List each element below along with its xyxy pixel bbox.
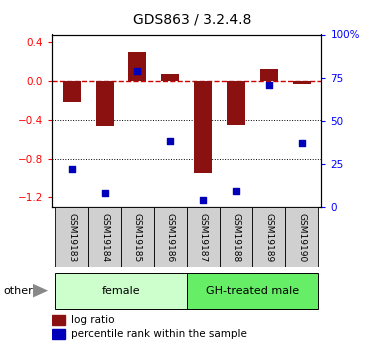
Bar — [154, 207, 187, 267]
Text: log ratio: log ratio — [71, 315, 114, 325]
Polygon shape — [33, 284, 48, 298]
Bar — [121, 207, 154, 267]
Bar — [260, 69, 278, 81]
Bar — [161, 74, 179, 81]
Point — [134, 68, 141, 73]
Bar — [227, 81, 245, 125]
Bar — [293, 81, 311, 84]
Text: female: female — [102, 286, 140, 296]
Bar — [187, 207, 219, 267]
Point — [233, 189, 239, 194]
Bar — [52, 315, 65, 325]
Bar — [55, 207, 88, 267]
Bar — [55, 273, 187, 308]
Bar — [52, 329, 65, 339]
Bar — [187, 273, 318, 308]
Point — [299, 140, 305, 146]
Point — [102, 190, 108, 196]
Bar — [63, 81, 81, 102]
Bar — [253, 207, 285, 267]
Text: GSM19188: GSM19188 — [231, 213, 241, 262]
Bar — [95, 81, 114, 126]
Text: GDS863 / 3.2.4.8: GDS863 / 3.2.4.8 — [133, 12, 252, 26]
Text: GSM19189: GSM19189 — [264, 213, 273, 262]
Bar — [219, 207, 253, 267]
Point — [69, 166, 75, 172]
Text: GSM19183: GSM19183 — [67, 213, 76, 262]
Point — [266, 82, 272, 87]
Text: GSM19190: GSM19190 — [297, 213, 306, 262]
Bar — [285, 207, 318, 267]
Text: GSM19187: GSM19187 — [199, 213, 208, 262]
Bar — [128, 52, 146, 81]
Text: percentile rank within the sample: percentile rank within the sample — [71, 329, 247, 339]
Text: GSM19184: GSM19184 — [100, 213, 109, 262]
Bar — [88, 207, 121, 267]
Text: GSM19185: GSM19185 — [133, 213, 142, 262]
Text: GH-treated male: GH-treated male — [206, 286, 299, 296]
Text: other: other — [4, 286, 33, 296]
Text: GSM19186: GSM19186 — [166, 213, 175, 262]
Point — [167, 139, 173, 144]
Point — [200, 197, 206, 203]
Bar — [194, 81, 212, 173]
